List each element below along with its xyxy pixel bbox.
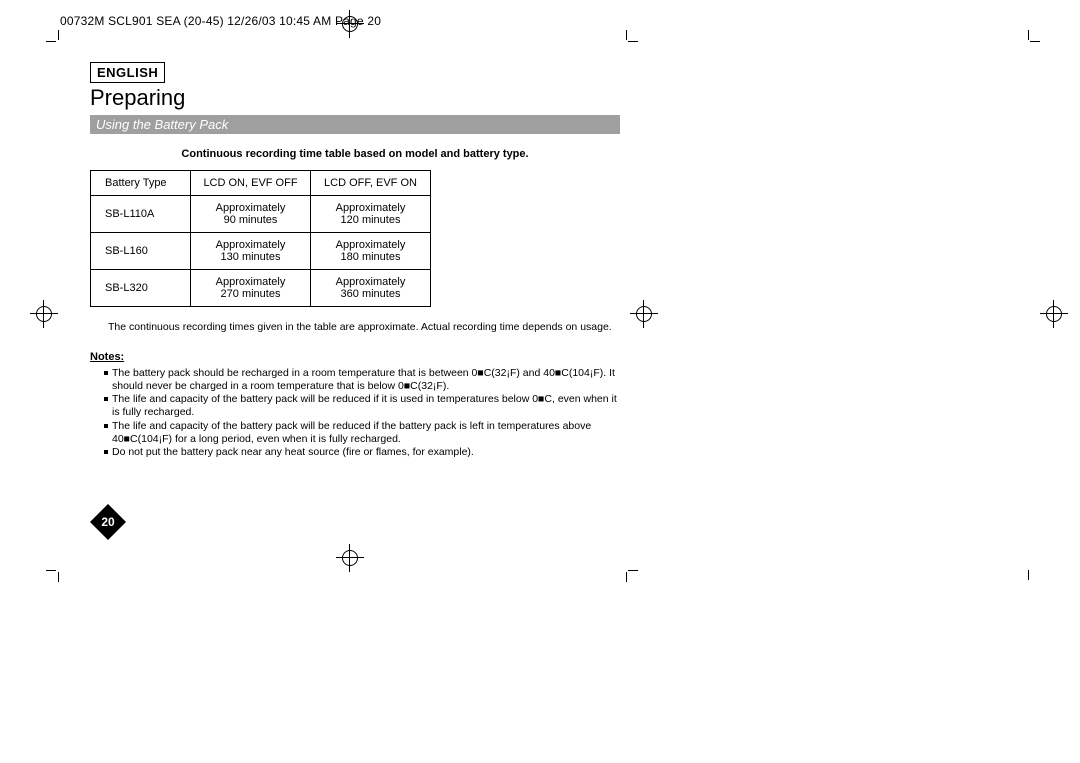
section-heading: Using the Battery Pack <box>90 115 620 134</box>
trim-mark <box>626 30 627 40</box>
cell: Approximately180 minutes <box>311 233 431 270</box>
cell: Approximately130 minutes <box>191 233 311 270</box>
page: 00732M SCL901 SEA (20-45) 12/26/03 10:45… <box>0 0 1080 763</box>
cell: Approximately360 minutes <box>311 270 431 307</box>
cell: Approximately120 minutes <box>311 196 431 233</box>
col-header: Battery Type <box>91 171 191 196</box>
registration-mark <box>1040 300 1068 328</box>
cell: Approximately90 minutes <box>191 196 311 233</box>
cell: Approximately270 minutes <box>191 270 311 307</box>
after-table-note: The continuous recording times given in … <box>108 321 620 333</box>
list-item: The life and capacity of the battery pac… <box>104 393 620 419</box>
trim-mark <box>628 570 638 571</box>
registration-mark <box>336 10 364 38</box>
cell: SB-L320 <box>91 270 191 307</box>
trim-mark <box>1028 570 1029 580</box>
battery-table: Battery Type LCD ON, EVF OFF LCD OFF, EV… <box>90 170 431 307</box>
notes-heading: Notes: <box>90 351 620 363</box>
list-item: Do not put the battery pack near any hea… <box>104 446 620 459</box>
registration-mark <box>630 300 658 328</box>
trim-mark <box>46 570 56 571</box>
language-label: ENGLISH <box>90 62 165 83</box>
trim-mark <box>626 572 627 582</box>
table-caption: Continuous recording time table based on… <box>90 148 620 160</box>
col-header: LCD ON, EVF OFF <box>191 171 311 196</box>
list-item: The life and capacity of the battery pac… <box>104 420 620 446</box>
trim-mark <box>1030 41 1040 42</box>
cell: SB-L160 <box>91 233 191 270</box>
trim-mark <box>628 41 638 42</box>
col-header: LCD OFF, EVF ON <box>311 171 431 196</box>
registration-mark <box>30 300 58 328</box>
trim-mark <box>1028 30 1029 40</box>
page-number: 20 <box>90 504 126 540</box>
page-number-badge: 20 <box>90 504 126 540</box>
trim-mark <box>58 572 59 582</box>
table-header-row: Battery Type LCD ON, EVF OFF LCD OFF, EV… <box>91 171 431 196</box>
notes-list: The battery pack should be recharged in … <box>104 367 620 459</box>
table-row: SB-L320 Approximately270 minutes Approxi… <box>91 270 431 307</box>
content-area: ENGLISH Preparing Using the Battery Pack… <box>90 62 620 459</box>
cell: SB-L110A <box>91 196 191 233</box>
table-row: SB-L160 Approximately130 minutes Approxi… <box>91 233 431 270</box>
page-title: Preparing <box>90 85 620 111</box>
trim-mark <box>58 30 59 40</box>
table-row: SB-L110A Approximately90 minutes Approxi… <box>91 196 431 233</box>
registration-mark <box>336 544 364 572</box>
trim-mark <box>46 41 56 42</box>
doc-id: 00732M SCL901 SEA (20-45) 12/26/03 10:45… <box>60 14 381 28</box>
list-item: The battery pack should be recharged in … <box>104 367 620 393</box>
